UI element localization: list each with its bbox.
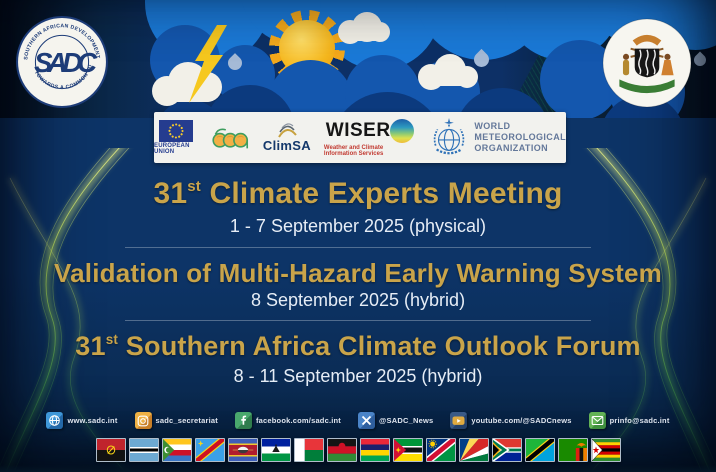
wiser-globe-icon (389, 119, 414, 143)
email-icon (588, 412, 606, 429)
flag-seychelles (458, 438, 489, 462)
social-item-youtube: youtube.com/@SADCnews (450, 412, 571, 429)
wmo-logo: WORLD METEOROLOGICAL ORGANIZATION (429, 117, 566, 159)
flag-angola (95, 438, 126, 462)
social-item-website: www.sadc.int (46, 412, 117, 429)
event-title-3: 31st Southern Africa Climate Outlook For… (75, 331, 641, 361)
wmo-label-line3: ORGANIZATION (474, 143, 549, 153)
acp-logo (212, 128, 249, 148)
event-date-2: 8 September 2025 (hybrid) (250, 290, 466, 310)
wmo-emblem-icon (434, 117, 465, 154)
lightning-icon (189, 25, 227, 103)
sadc-monogram: SADC (34, 47, 98, 78)
climsa-logo: ClimSA (263, 122, 311, 153)
wiser-tagline: Weather and Climate Information Services (323, 145, 384, 157)
flag-mauritius (359, 438, 390, 462)
eagle-icon (632, 34, 662, 46)
social-item-email: prinfo@sadc.int (588, 412, 670, 429)
wmo-label-line2: METEOROLOGICAL (474, 132, 566, 142)
climsa-label: ClimSA (262, 138, 311, 153)
x-twitter-icon (358, 412, 376, 429)
event-date-3: 8 - 11 September 2025 (hybrid) (233, 366, 483, 386)
divider (125, 247, 591, 248)
sadc-logo: SOUTHERN AFRICAN DEVELOPMENT COMMUNITY T… (16, 16, 108, 108)
social-label: prinfo@sadc.int (609, 416, 670, 425)
flag-lesotho (260, 438, 291, 462)
social-item-instagram: sadc_secretariat (134, 412, 218, 429)
social-item-x: @SADC_News (358, 412, 433, 429)
youtube-icon (450, 412, 468, 429)
flag-namibia (425, 438, 456, 462)
social-label: www.sadc.int (67, 416, 118, 425)
flag-zambia (557, 438, 588, 462)
event-title-1: 31st Climate Experts Meeting (153, 177, 563, 210)
flag-malawi (326, 438, 357, 462)
wiser-logo: WISER Weather and Climate Information Se… (324, 118, 416, 157)
partner-logo-bar: EUROPEAN UNION ClimSA WISER (154, 112, 566, 163)
flag-botswana (128, 438, 159, 462)
flag-mozambique (392, 438, 423, 462)
event-date-1: 1 - 7 September 2025 (physical) (229, 216, 487, 236)
sadc-flags-row (0, 438, 716, 462)
flag-comoros (161, 438, 192, 462)
raindrop-icon (691, 51, 709, 69)
flag-dr-congo (194, 438, 225, 462)
social-links-row: www.sadc.int sadc_secretariat facebook.c… (0, 412, 716, 429)
instagram-icon (134, 412, 152, 429)
wiser-label: WISER (325, 120, 391, 141)
social-label: sadc_secretariat (155, 416, 218, 425)
climsa-globe-icon (278, 123, 297, 138)
flag-tanzania (524, 438, 555, 462)
social-item-facebook: facebook.com/sadc.int (234, 412, 342, 429)
divider (125, 320, 591, 321)
social-label: youtube.com/@SADCnews (471, 416, 572, 425)
social-label: facebook.com/sadc.int (255, 416, 342, 425)
wmo-label-line1: WORLD (474, 121, 511, 131)
eu-flag: EUROPEAN UNION (154, 120, 198, 155)
social-label: @SADC_News (379, 416, 434, 425)
flag-zimbabwe (590, 438, 621, 462)
eu-label: EUROPEAN UNION (154, 143, 190, 155)
flag-eswatini (227, 438, 258, 462)
flag-madagascar (293, 438, 324, 462)
globe-icon (46, 412, 64, 429)
facebook-icon (234, 412, 252, 429)
flag-south-africa (491, 438, 522, 462)
bottom-edge-shade (0, 465, 716, 472)
event-title-2: Validation of Multi-Hazard Early Warning… (54, 258, 662, 288)
zambia-coat-of-arms (602, 18, 692, 108)
